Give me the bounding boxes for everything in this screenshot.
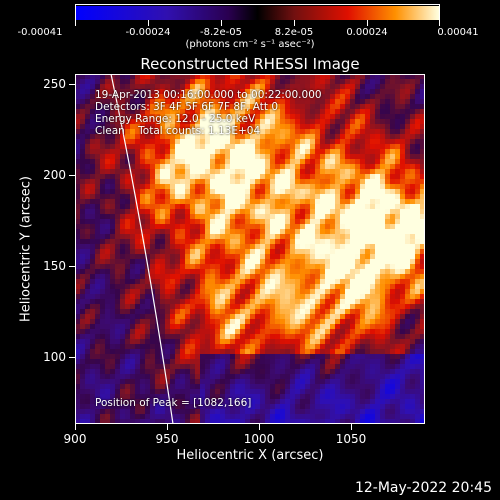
- plot-title: Reconstructed RHESSI Image: [140, 55, 360, 73]
- y-tick: [69, 175, 75, 176]
- colorbar-tick: [75, 20, 76, 26]
- colorbar-tick-label: 8.2e-05: [274, 27, 314, 38]
- colorbar-units: (photons cm⁻² s⁻¹ asec⁻²): [185, 39, 315, 50]
- detectors-label: Detectors: 3F 4F 5F 6F 7F 8F, Att 0: [95, 101, 279, 113]
- energy-range-label: Energy Range: 12.0 - 25.0 keV: [95, 113, 256, 125]
- x-axis-label: Heliocentric X (arcsec): [176, 448, 324, 463]
- x-tick-label: 950: [155, 432, 179, 446]
- heatmap-pixels: [75, 74, 425, 424]
- colorbar-tick: [439, 20, 440, 26]
- x-tick-label: 1050: [335, 432, 367, 446]
- x-tick: [75, 424, 76, 430]
- y-tick: [69, 357, 75, 358]
- y-tick: [69, 266, 75, 267]
- colorbar-tick-label: -0.00041: [17, 27, 63, 38]
- timestamp: 12-May-2022 20:45: [354, 480, 492, 496]
- solar-limb-line: [110, 74, 174, 424]
- y-tick-label: 200: [43, 168, 66, 182]
- colorbar-tick: [367, 20, 368, 26]
- rhessi-image: [75, 74, 425, 424]
- colorbar-tick-label: 0.00024: [346, 27, 388, 38]
- x-tick: [259, 424, 260, 430]
- colorbar-tick-label: -0.00024: [125, 27, 171, 38]
- peak-position-label: Position of Peak = [1082,166]: [95, 397, 252, 409]
- x-tick-label: 1000: [243, 432, 275, 446]
- colorbar-tick-label: -8.2e-05: [200, 27, 242, 38]
- y-axis-label: Heliocentric Y (arcsec): [18, 176, 34, 322]
- x-tick-label: 900: [63, 432, 87, 446]
- y-tick-label: 100: [43, 350, 66, 364]
- colorbar-tick: [221, 20, 222, 26]
- x-tick: [167, 424, 168, 430]
- colorbar-tick: [294, 20, 295, 26]
- y-tick-label: 250: [43, 77, 66, 91]
- colorbar: [75, 4, 440, 20]
- colorbar-gradient: [76, 6, 439, 20]
- y-tick: [69, 84, 75, 85]
- y-tick-label: 150: [43, 259, 66, 273]
- plot-frame: [75, 74, 425, 424]
- colorbar-tick: [148, 20, 149, 26]
- clean-counts-label: Clean Total counts: 1.13E+04: [95, 125, 261, 137]
- time-range-label: 19-Apr-2013 00:16:00.000 to 00:22:00.000: [95, 89, 322, 101]
- x-tick: [351, 424, 352, 430]
- colorbar-tick-label: 0.00041: [437, 27, 479, 38]
